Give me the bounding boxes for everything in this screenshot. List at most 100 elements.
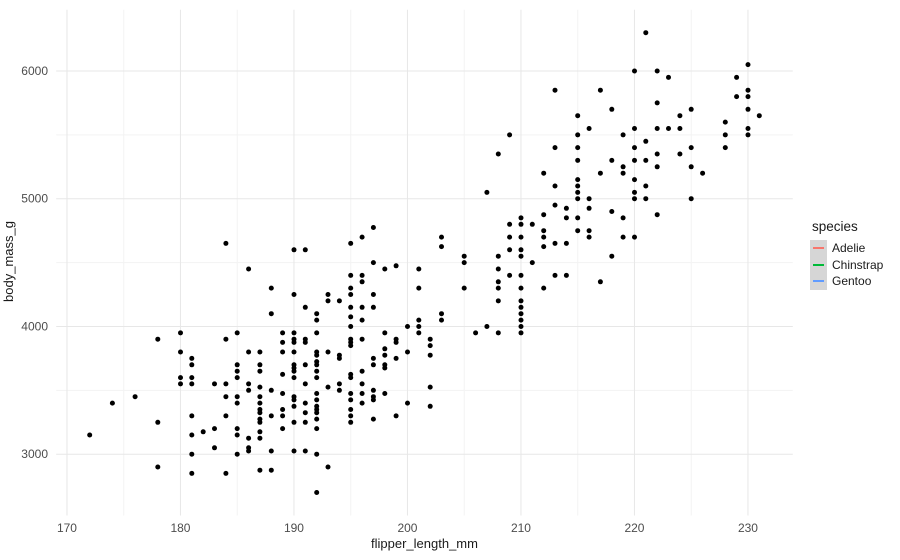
data-point <box>575 132 581 138</box>
data-point <box>325 349 331 355</box>
data-point <box>677 126 683 131</box>
data-point <box>405 324 410 329</box>
data-point <box>291 403 297 409</box>
data-point <box>563 205 569 211</box>
data-point <box>359 400 365 406</box>
data-point <box>632 234 637 240</box>
data-point <box>370 260 376 266</box>
data-point <box>370 355 376 361</box>
data-point <box>495 151 501 157</box>
data-point <box>268 448 274 454</box>
data-point <box>473 330 479 336</box>
data-point <box>280 371 286 377</box>
data-point <box>518 324 524 329</box>
data-point <box>291 330 297 336</box>
data-point <box>609 209 615 214</box>
y-axis-title: body_mass_g <box>1 221 16 303</box>
data-point <box>314 317 320 323</box>
data-point <box>427 384 433 390</box>
data-point <box>507 272 513 278</box>
data-point <box>541 244 547 250</box>
x-tick-label: 180 <box>170 521 190 535</box>
data-point <box>734 74 740 80</box>
data-point <box>325 298 331 304</box>
data-point <box>507 234 513 240</box>
data-point <box>745 87 751 93</box>
x-tick-label: 200 <box>397 521 417 535</box>
data-point <box>370 397 376 403</box>
data-point <box>563 215 569 221</box>
data-point <box>348 272 354 278</box>
data-point <box>189 362 195 368</box>
data-point <box>575 228 581 234</box>
data-point <box>416 330 422 336</box>
data-point <box>314 416 320 422</box>
data-point <box>416 324 422 329</box>
data-point <box>348 407 354 412</box>
data-point <box>280 391 286 396</box>
data-point <box>586 196 592 202</box>
data-point <box>529 221 535 227</box>
data-point <box>325 384 331 390</box>
data-point <box>348 413 354 419</box>
data-point <box>552 183 558 189</box>
data-point <box>575 215 581 221</box>
data-point <box>359 234 365 240</box>
data-point <box>314 330 320 336</box>
data-point <box>246 381 252 387</box>
data-point <box>336 355 342 361</box>
data-point <box>257 435 263 441</box>
data-point <box>722 119 728 125</box>
data-point <box>257 394 263 400</box>
data-point <box>189 470 195 476</box>
data-point <box>427 343 433 349</box>
data-point <box>416 266 422 272</box>
data-point <box>495 253 501 259</box>
data-point <box>677 113 683 119</box>
data-point <box>246 387 252 393</box>
data-point <box>178 381 183 387</box>
data-point <box>688 145 694 151</box>
data-point <box>234 394 240 400</box>
data-point <box>666 126 671 131</box>
data-point <box>234 330 240 336</box>
data-point <box>597 279 603 285</box>
data-point <box>257 368 263 374</box>
data-point <box>541 228 547 234</box>
grid-major <box>56 9 793 516</box>
data-point <box>541 170 547 176</box>
data-point <box>314 368 320 374</box>
legend-item-label: Gentoo <box>832 274 872 289</box>
data-point <box>280 330 286 336</box>
data-point <box>359 368 365 374</box>
data-point <box>314 375 320 381</box>
data-point <box>234 432 240 438</box>
data-point <box>700 170 706 176</box>
data-point <box>518 247 524 253</box>
data-point <box>654 100 660 106</box>
data-point <box>359 391 365 396</box>
data-point <box>541 285 547 291</box>
data-point <box>291 448 297 454</box>
data-point <box>461 253 467 259</box>
data-point <box>620 132 626 138</box>
data-point <box>189 451 195 457</box>
data-point <box>495 298 501 304</box>
data-point <box>745 126 751 131</box>
data-point <box>234 400 240 406</box>
data-point <box>348 314 354 320</box>
data-point <box>575 189 581 195</box>
data-point <box>314 397 320 403</box>
x-tick-label: 230 <box>738 521 758 535</box>
data-point <box>246 266 252 272</box>
data-point <box>382 352 388 358</box>
data-point <box>257 362 263 368</box>
data-point <box>745 106 751 112</box>
data-point <box>643 183 649 189</box>
data-point <box>620 164 626 170</box>
data-point <box>586 234 592 240</box>
data-point <box>370 304 376 310</box>
data-point <box>302 448 308 454</box>
data-point <box>359 336 365 342</box>
